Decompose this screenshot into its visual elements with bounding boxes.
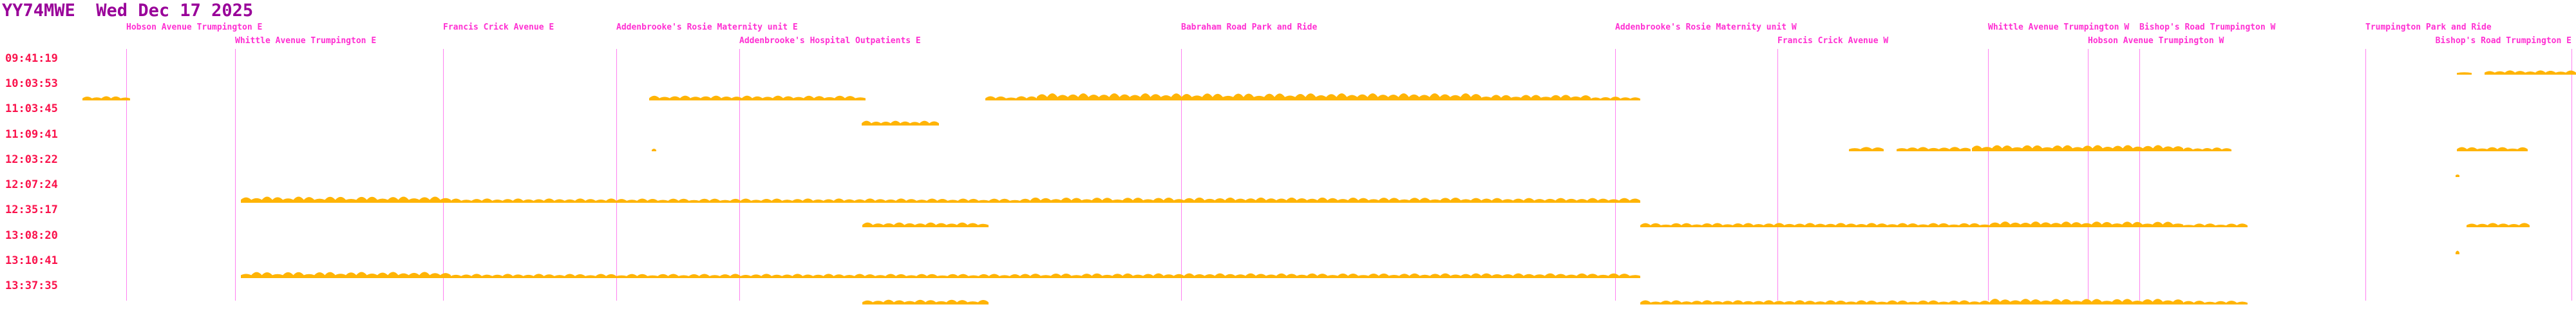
journey-trace bbox=[1849, 147, 1884, 151]
page-title: YY74MWE Wed Dec 17 2025 bbox=[2, 1, 254, 21]
station-label: Bishop's Road Trumpington E bbox=[2435, 36, 2571, 46]
time-label: 10:03:53 bbox=[5, 77, 58, 90]
journey-trace bbox=[1990, 221, 2183, 227]
station-label: Bishop's Road Trumpington W bbox=[2139, 23, 2276, 32]
journey-trace bbox=[1640, 300, 1990, 304]
journey-trace bbox=[1897, 147, 1971, 151]
journey-trace bbox=[2183, 147, 2231, 151]
journey-trace bbox=[649, 95, 866, 100]
station-label: Hobson Avenue Trumpington E bbox=[126, 23, 263, 32]
time-label: 13:08:20 bbox=[5, 229, 58, 242]
journey-trace bbox=[652, 149, 656, 151]
station-label: Whittle Avenue Trumpington W bbox=[1988, 23, 2130, 32]
journey-trace bbox=[2456, 250, 2459, 254]
journey-trace bbox=[241, 272, 451, 278]
journey-trace bbox=[1481, 273, 1640, 278]
journey-trace bbox=[2456, 174, 2459, 177]
station-label: Francis Crick Avenue E bbox=[443, 23, 554, 32]
time-label: 12:03:22 bbox=[5, 153, 58, 166]
journey-trace bbox=[82, 96, 130, 100]
journey-trace bbox=[2485, 70, 2576, 75]
time-label: 13:37:35 bbox=[5, 279, 58, 292]
station-label: Whittle Avenue Trumpington E bbox=[235, 36, 377, 46]
station-label: Babraham Road Park and Ride bbox=[1181, 23, 1318, 32]
time-label: 11:09:41 bbox=[5, 128, 58, 141]
journey-trace bbox=[985, 96, 1037, 100]
journey-trace bbox=[2183, 301, 2248, 304]
journey-trace bbox=[2467, 223, 2530, 227]
time-label: 12:07:24 bbox=[5, 178, 58, 191]
time-label: 12:35:17 bbox=[5, 203, 58, 216]
journey-trace bbox=[1972, 145, 2183, 151]
journey-trace bbox=[2457, 147, 2528, 151]
journey-trace bbox=[1591, 97, 1640, 100]
journey-trace bbox=[1640, 223, 1990, 227]
time-label: 11:03:45 bbox=[5, 102, 58, 115]
station-label: Addenbrooke's Hospital Outpatients E bbox=[739, 36, 921, 46]
station-label: Addenbrooke's Rosie Maternity unit E bbox=[616, 23, 798, 32]
journey-trace bbox=[862, 120, 939, 126]
station-label: Addenbrooke's Rosie Maternity unit W bbox=[1615, 23, 1797, 32]
journey-trace bbox=[1030, 197, 1481, 203]
journey-trace bbox=[862, 299, 989, 304]
journey-trace bbox=[2183, 223, 2248, 227]
time-label: 09:41:19 bbox=[5, 52, 58, 65]
journey-trace bbox=[862, 222, 989, 227]
journey-trace bbox=[241, 196, 451, 203]
time-label: 13:10:41 bbox=[5, 254, 58, 267]
station-label: Trumpington Park and Ride bbox=[2365, 23, 2492, 32]
journey-trace bbox=[1037, 93, 1481, 100]
station-label: Hobson Avenue Trumpington W bbox=[2088, 36, 2224, 46]
journey-trace bbox=[451, 274, 1030, 278]
station-label: Francis Crick Avenue W bbox=[1777, 36, 1889, 46]
journey-trace bbox=[1481, 95, 1591, 100]
journey-trace bbox=[1030, 273, 1481, 278]
journey-trace bbox=[2457, 72, 2472, 75]
journey-trace bbox=[1990, 299, 2183, 304]
journey-trace bbox=[1481, 198, 1640, 203]
journey-trace bbox=[451, 198, 1030, 203]
